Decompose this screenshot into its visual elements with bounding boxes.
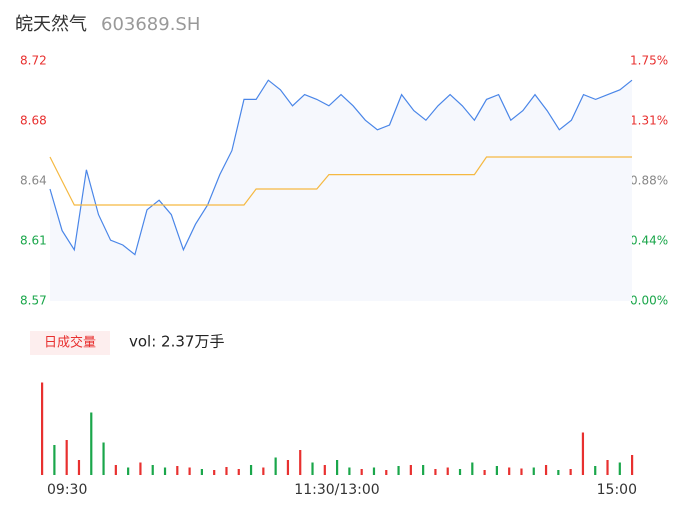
volume-bar xyxy=(446,467,449,475)
volume-bar xyxy=(422,465,425,475)
volume-bar xyxy=(213,470,216,475)
volume-bar xyxy=(114,465,117,475)
volume-bar xyxy=(618,462,621,475)
volume-bar xyxy=(163,467,167,475)
y2-tick-label: 0.44% xyxy=(630,234,668,248)
legend-box xyxy=(30,331,110,355)
volume-bar xyxy=(299,450,302,475)
volume-bar xyxy=(237,469,240,475)
volume-bar xyxy=(65,440,68,475)
volume-bar xyxy=(41,382,44,475)
x-tick-label: 11:30/13:00 xyxy=(294,482,379,498)
y-tick-label: 8.72 xyxy=(20,54,47,68)
volume-bar xyxy=(90,412,93,475)
x-tick-label: 09:30 xyxy=(47,482,87,498)
volume-bar xyxy=(434,469,437,475)
y2-tick-label: 0.00% xyxy=(630,294,668,308)
y-tick-label: 8.61 xyxy=(20,234,47,248)
x-tick-label: 15:00 xyxy=(597,482,637,498)
volume-bar xyxy=(323,465,326,475)
volume-summary: vol: 2.37万手 xyxy=(129,333,224,351)
volume-bar xyxy=(471,462,474,475)
volume-bar xyxy=(606,460,609,475)
y2-tick-label: 1.31% xyxy=(630,114,668,128)
volume-bar xyxy=(495,466,498,475)
stock-name: 皖天然气 xyxy=(15,14,87,35)
volume-bar xyxy=(286,460,290,475)
volume-bar xyxy=(397,466,400,475)
volume-bar xyxy=(151,465,154,475)
volume-bar xyxy=(176,466,179,475)
volume-bar xyxy=(508,467,511,475)
volume-bar xyxy=(458,469,462,475)
volume-bar xyxy=(532,467,535,475)
volume-bar xyxy=(372,467,376,475)
volume-bar xyxy=(200,469,203,475)
volume-bar xyxy=(188,467,191,475)
y-tick-label: 8.64 xyxy=(20,174,47,188)
volume-bar xyxy=(581,432,585,475)
stock-code: 603689.SH xyxy=(101,14,200,35)
y2-tick-label: 1.75% xyxy=(630,54,668,68)
volume-bar xyxy=(225,467,228,475)
volume-bar xyxy=(127,467,130,475)
volume-bar xyxy=(557,470,560,475)
volume-bar xyxy=(385,470,388,475)
y2-tick-label: 0.88% xyxy=(630,174,668,188)
volume-bar xyxy=(483,470,486,475)
price-line xyxy=(49,79,633,256)
legend-label: 日成交量 xyxy=(44,335,96,351)
volume-bar xyxy=(544,465,548,475)
volume-bar xyxy=(594,466,597,475)
volume-bar xyxy=(409,465,412,475)
price-area xyxy=(50,80,632,301)
volume-bar xyxy=(631,455,634,475)
volume-bar xyxy=(262,467,265,475)
volume-bar xyxy=(53,445,56,475)
volume-bar xyxy=(348,467,351,475)
volume-bar xyxy=(77,460,81,475)
volume-bar xyxy=(311,462,314,475)
volume-bar xyxy=(102,442,105,475)
average-line xyxy=(49,156,632,206)
volume-bar xyxy=(336,460,339,475)
volume-bar xyxy=(249,465,253,475)
volume-bar xyxy=(360,469,363,475)
volume-bar xyxy=(569,469,572,475)
y-tick-label: 8.57 xyxy=(20,294,47,308)
volume-bar xyxy=(139,462,142,475)
volume-bar xyxy=(520,468,523,475)
y-tick-label: 8.68 xyxy=(20,114,47,128)
volume-bar xyxy=(274,457,277,475)
